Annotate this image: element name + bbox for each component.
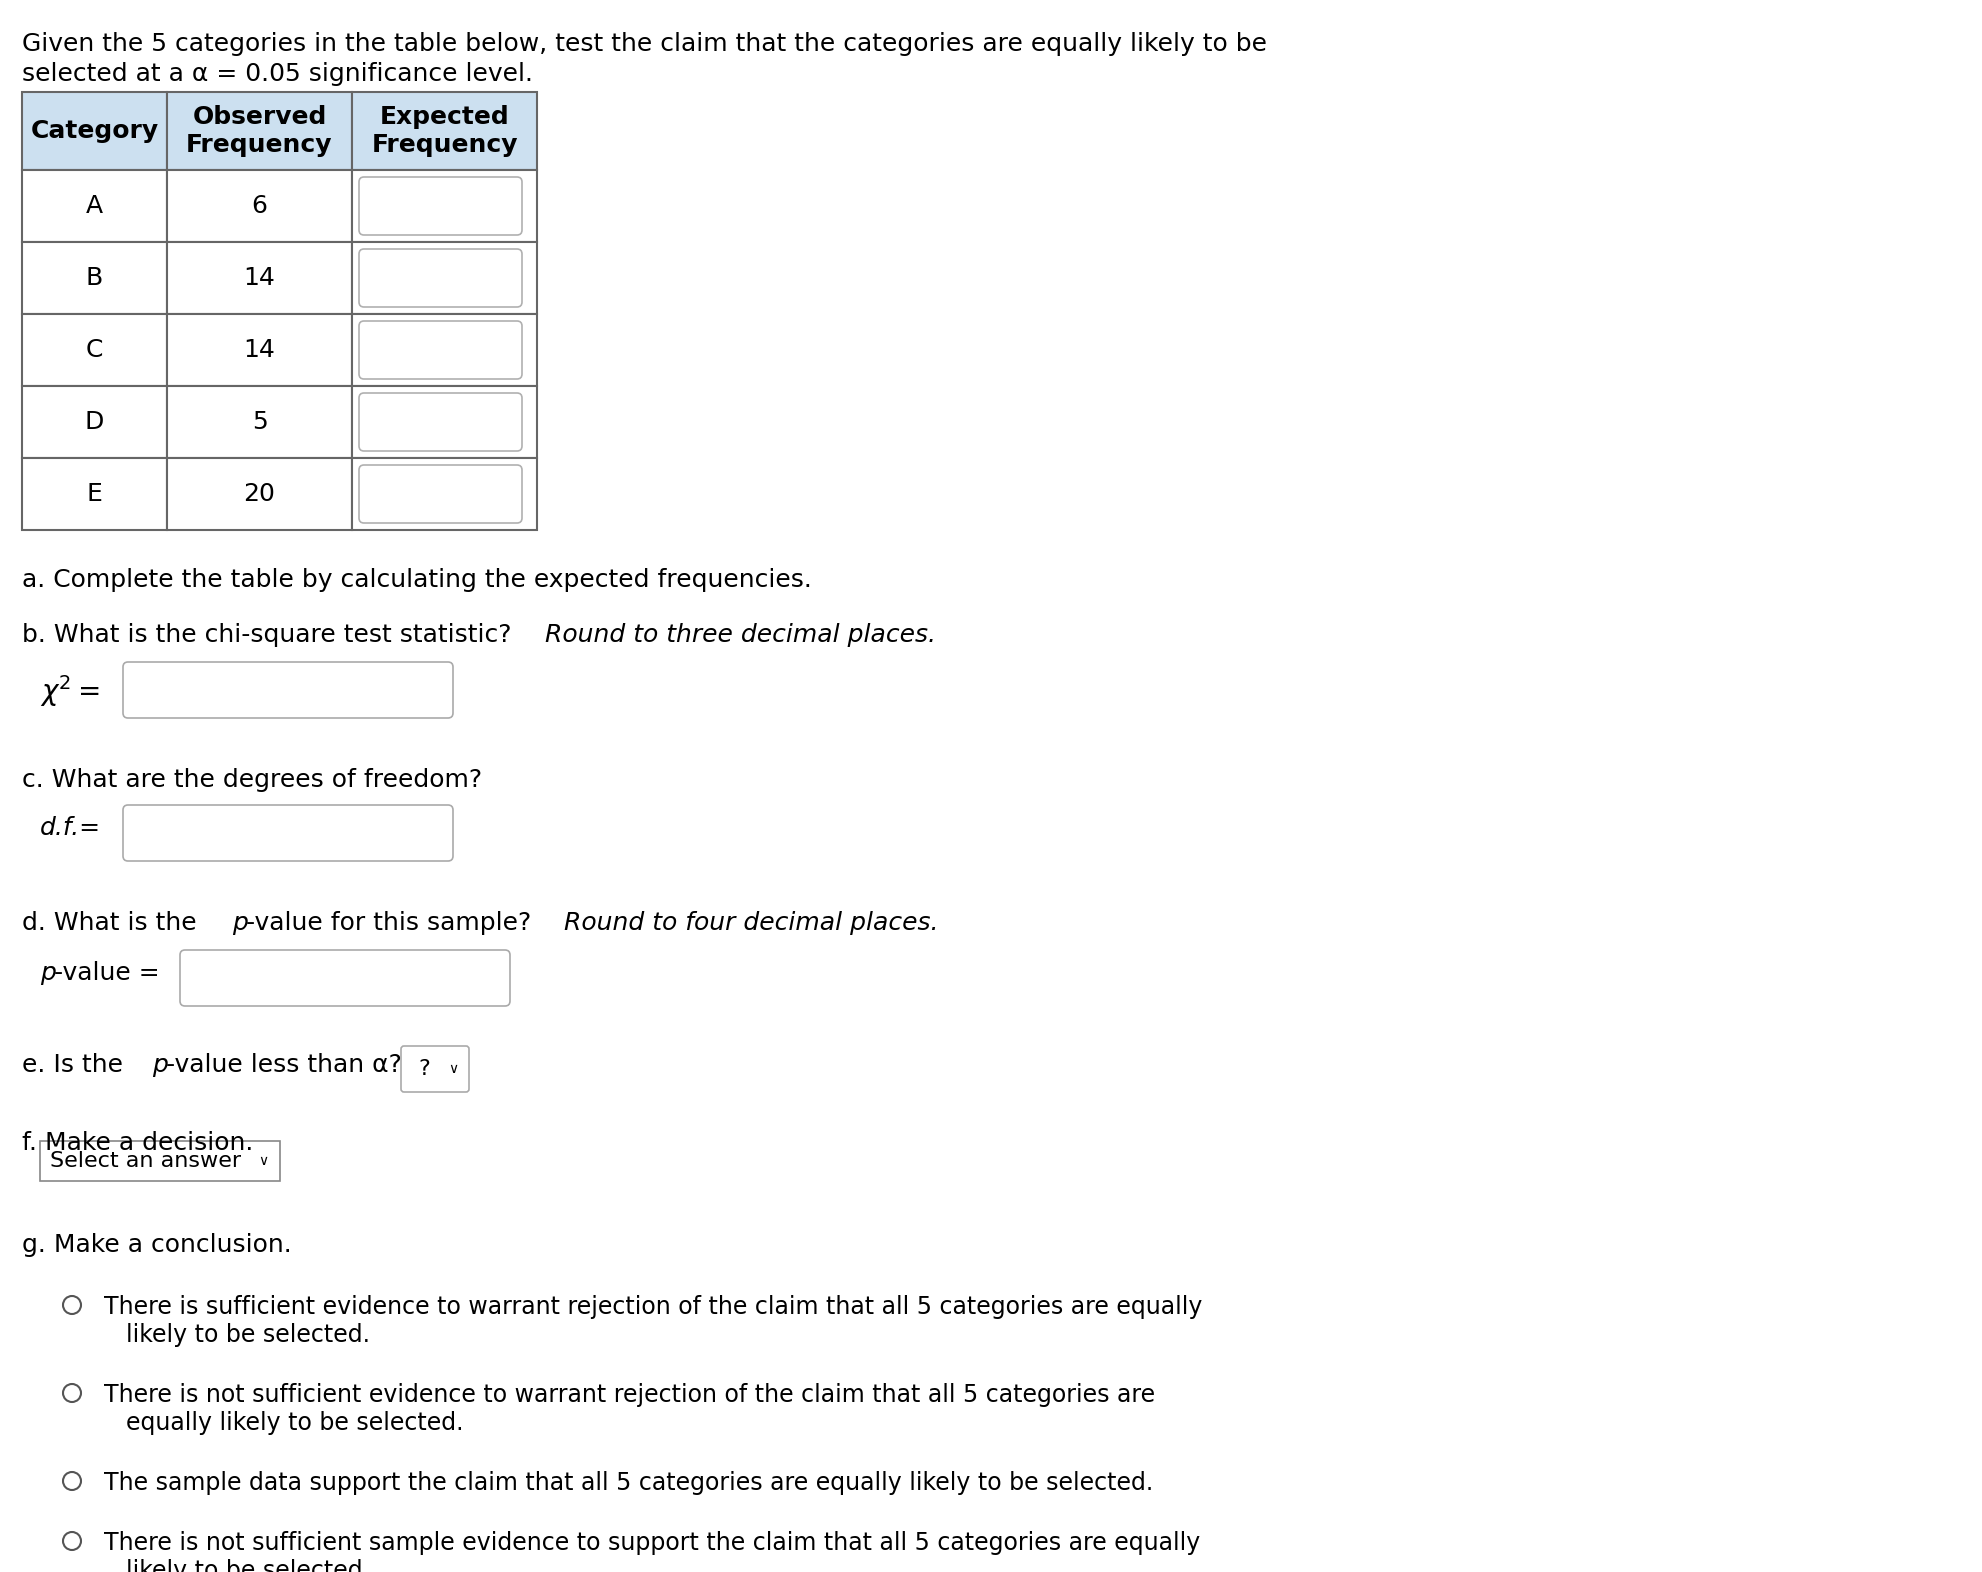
Text: $\chi^2 =$: $\chi^2 =$ (40, 673, 99, 709)
Bar (22, 93, 166, 170)
FancyBboxPatch shape (359, 321, 521, 379)
FancyBboxPatch shape (359, 393, 521, 451)
Text: ∨: ∨ (258, 1154, 268, 1168)
Bar (166, 314, 353, 387)
Text: Round to three decimal places.: Round to three decimal places. (537, 623, 936, 648)
FancyBboxPatch shape (359, 465, 521, 523)
Bar (353, 457, 537, 530)
Text: a. Complete the table by calculating the expected frequencies.: a. Complete the table by calculating the… (22, 567, 813, 593)
Text: equally likely to be selected.: equally likely to be selected. (127, 1412, 464, 1435)
Text: likely to be selected.: likely to be selected. (127, 1324, 371, 1347)
Bar (22, 314, 166, 387)
Text: likely to be selected.: likely to be selected. (127, 1559, 371, 1572)
FancyBboxPatch shape (123, 662, 454, 718)
Text: There is sufficient evidence to warrant rejection of the claim that all 5 catego: There is sufficient evidence to warrant … (103, 1295, 1203, 1319)
Bar (166, 93, 353, 170)
Text: 14: 14 (244, 266, 275, 289)
Text: There is not sufficient evidence to warrant rejection of the claim that all 5 ca: There is not sufficient evidence to warr… (103, 1383, 1156, 1407)
Text: e. Is the: e. Is the (22, 1053, 131, 1077)
Bar (166, 170, 353, 242)
FancyBboxPatch shape (359, 248, 521, 307)
Text: ?: ? (418, 1060, 430, 1078)
Text: c. What are the degrees of freedom?: c. What are the degrees of freedom? (22, 769, 482, 792)
FancyBboxPatch shape (180, 949, 509, 1006)
Text: -value =: -value = (54, 960, 161, 986)
Text: Observed
Frequency: Observed Frequency (186, 105, 333, 157)
Bar (166, 242, 353, 314)
Text: Round to four decimal places.: Round to four decimal places. (557, 912, 939, 935)
Text: 20: 20 (244, 483, 275, 506)
FancyBboxPatch shape (400, 1045, 470, 1093)
Text: Category: Category (30, 119, 159, 143)
Bar (22, 170, 166, 242)
Bar (40, 1141, 279, 1181)
Text: A: A (85, 193, 103, 219)
Text: Expected
Frequency: Expected Frequency (371, 105, 517, 157)
Text: ∨: ∨ (448, 1063, 458, 1075)
Text: d.f.=: d.f.= (40, 816, 101, 839)
Bar (22, 242, 166, 314)
Bar (22, 457, 166, 530)
Text: The sample data support the claim that all 5 categories are equally likely to be: The sample data support the claim that a… (103, 1471, 1154, 1495)
Text: 14: 14 (244, 338, 275, 362)
Text: E: E (87, 483, 103, 506)
Text: -value less than α?: -value less than α? (166, 1053, 402, 1077)
Text: b. What is the chi-square test statistic?: b. What is the chi-square test statistic… (22, 623, 511, 648)
Text: Select an answer: Select an answer (50, 1151, 242, 1171)
Text: -value for this sample?: -value for this sample? (246, 912, 531, 935)
Text: There is not sufficient sample evidence to support the claim that all 5 categori: There is not sufficient sample evidence … (103, 1531, 1201, 1555)
Bar (166, 387, 353, 457)
Text: p: p (153, 1053, 168, 1077)
Text: Given the 5 categories in the table below, test the claim that the categories ar: Given the 5 categories in the table belo… (22, 31, 1266, 57)
FancyBboxPatch shape (359, 178, 521, 234)
Text: B: B (85, 266, 103, 289)
Bar (353, 387, 537, 457)
Text: f. Make a decision.: f. Make a decision. (22, 1130, 254, 1155)
Text: p: p (40, 960, 55, 986)
Bar (22, 387, 166, 457)
Bar (353, 170, 537, 242)
Text: 6: 6 (252, 193, 268, 219)
Bar (353, 93, 537, 170)
Bar (353, 314, 537, 387)
Text: p: p (232, 912, 248, 935)
Bar (166, 457, 353, 530)
Text: C: C (85, 338, 103, 362)
Text: 5: 5 (252, 410, 268, 434)
Text: D: D (85, 410, 105, 434)
Bar (353, 242, 537, 314)
FancyBboxPatch shape (123, 805, 454, 861)
Text: d. What is the: d. What is the (22, 912, 204, 935)
Text: g. Make a conclusion.: g. Make a conclusion. (22, 1232, 291, 1258)
Text: selected at a α = 0.05 significance level.: selected at a α = 0.05 significance leve… (22, 61, 533, 86)
